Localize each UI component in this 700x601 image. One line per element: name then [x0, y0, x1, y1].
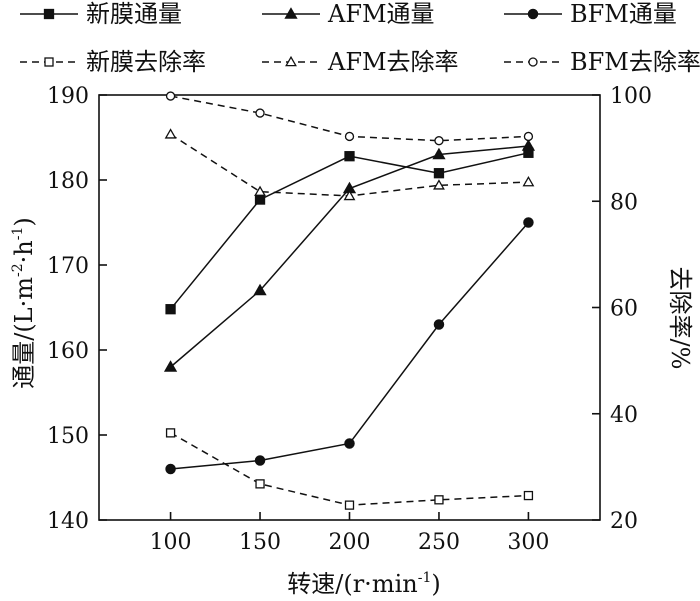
x-tick-label: 200 — [329, 530, 371, 555]
data-point — [255, 108, 265, 118]
y-left-tick-label: 150 — [47, 424, 89, 449]
axes: 140 150 160 170 180 190 20 40 60 80 100 100 150 200… — [47, 84, 652, 555]
legend-item: AFM通量 — [262, 0, 435, 28]
data-point — [254, 194, 266, 205]
y-right-tick-label: 20 — [610, 509, 638, 534]
legend-label: AFM去除率 — [327, 48, 459, 76]
data-point — [255, 479, 265, 489]
data-point — [344, 500, 355, 510]
y-left-tick-label: 140 — [47, 509, 89, 534]
x-tick-label: 250 — [418, 530, 460, 555]
data-point — [433, 179, 445, 190]
data-point — [433, 168, 445, 179]
right-y-axis: 20 40 60 80 100 — [592, 84, 652, 534]
legend-item: BFM通量 — [504, 0, 677, 28]
y-right-tick-label: 100 — [610, 84, 652, 109]
series-5 — [164, 128, 535, 201]
legend-marker — [44, 57, 54, 67]
legend-item: 新膜通量 — [20, 0, 182, 28]
x-tick-label: 300 — [507, 530, 549, 555]
series-line — [170, 222, 529, 470]
y-right-tick-label: 80 — [610, 190, 638, 215]
data-point — [165, 428, 176, 438]
data-point — [165, 463, 176, 475]
y-left-tick-label: 170 — [47, 254, 89, 279]
data-point — [521, 139, 536, 151]
series-4 — [165, 428, 534, 510]
series-layer — [163, 91, 536, 510]
data-point — [254, 185, 266, 196]
legend-marker — [528, 57, 538, 67]
legend-marker — [43, 8, 55, 20]
x-axis-title: 转速/(r·min-1) — [287, 570, 440, 598]
left-y-axis: 140 150 160 170 180 190 — [47, 84, 107, 534]
data-point — [522, 176, 535, 187]
legend-marker — [527, 8, 539, 20]
legend-item: 新膜去除率 — [20, 48, 206, 76]
data-point — [343, 189, 356, 201]
data-point — [523, 217, 534, 228]
legend-label: BFM去除率 — [570, 48, 700, 76]
data-point — [434, 495, 444, 505]
data-point — [254, 455, 266, 466]
series-6 — [165, 91, 534, 146]
x-tick-label: 100 — [150, 530, 192, 555]
y-left-tick-label: 190 — [47, 84, 89, 109]
legend-marker — [284, 7, 298, 19]
y-right-tick-label: 40 — [610, 403, 638, 428]
series-line — [170, 145, 529, 368]
x-axis: 100 150 200 250 300 — [150, 512, 549, 555]
legend-marker — [285, 55, 297, 67]
data-point — [164, 128, 177, 139]
legend-item: BFM去除率 — [504, 48, 700, 76]
data-point — [433, 319, 445, 330]
legend-label: 新膜去除率 — [86, 48, 206, 76]
data-point — [163, 360, 178, 372]
legend-label: 新膜通量 — [86, 0, 182, 28]
series-3 — [165, 217, 534, 475]
data-point — [165, 91, 176, 101]
y-left-tick-label: 180 — [47, 169, 89, 194]
data-point — [344, 151, 355, 162]
right-y-axis-title: 去除率/% — [666, 267, 694, 370]
left-y-axis-title: 通量/(L·m-2·h-1) — [10, 217, 38, 389]
data-point — [523, 131, 534, 142]
x-tick-label: 150 — [239, 530, 281, 555]
legend-item: AFM去除率 — [262, 48, 459, 76]
series-line — [169, 152, 529, 310]
legend-label: AFM通量 — [327, 0, 435, 28]
y-right-tick-label: 60 — [610, 297, 638, 322]
data-point — [165, 304, 176, 315]
data-point — [344, 438, 355, 449]
series-1 — [165, 147, 534, 315]
data-point — [432, 147, 446, 160]
series-2 — [163, 139, 536, 372]
data-point — [523, 490, 534, 501]
y-left-tick-label: 160 — [47, 339, 89, 364]
legend-label: BFM通量 — [570, 0, 677, 28]
data-point — [253, 283, 267, 296]
data-point — [344, 131, 355, 142]
data-point — [434, 136, 444, 146]
